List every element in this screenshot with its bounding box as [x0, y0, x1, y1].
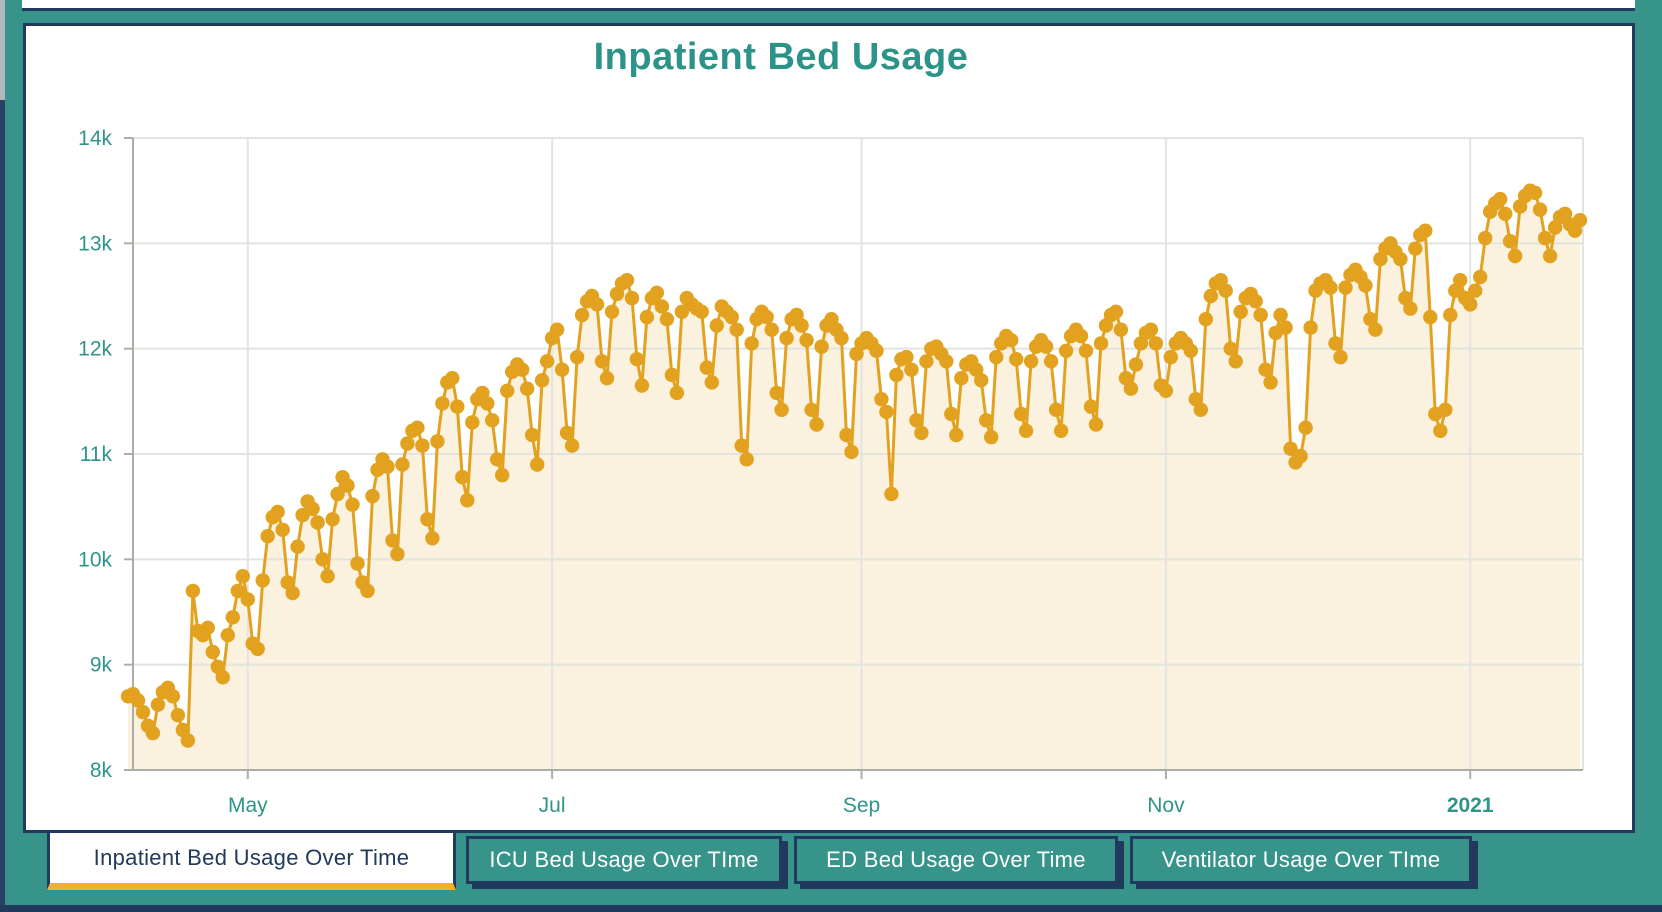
top-card-edge — [22, 0, 1635, 11]
left-edge-gray-strip — [0, 0, 5, 100]
svg-text:9k: 9k — [90, 654, 113, 677]
svg-text:2021: 2021 — [1447, 794, 1494, 817]
tab-label: Inpatient Bed Usage Over Time — [93, 845, 410, 870]
x-axis-labels: May Jul Sep Nov 2021 — [228, 794, 1494, 817]
svg-text:Nov: Nov — [1147, 794, 1185, 817]
data-points[interactable] — [120, 183, 1588, 748]
tab-inpatient-bed-usage-over-time[interactable]: Inpatient Bed Usage Over Time — [47, 833, 456, 890]
area-fill — [128, 190, 1580, 770]
tab-icu-bed-usage-over-time[interactable]: ICU Bed Usage Over TIme — [466, 836, 782, 884]
tab-label: ED Bed Usage Over Time — [826, 847, 1086, 872]
tab-label: Ventilator Usage Over TIme — [1161, 847, 1441, 872]
left-edge-navy-strip — [0, 100, 5, 912]
svg-text:11k: 11k — [80, 443, 113, 466]
chart-title: Inpatient Bed Usage — [593, 36, 969, 78]
svg-text:May: May — [228, 794, 268, 817]
svg-text:10k: 10k — [78, 548, 112, 571]
axes — [124, 137, 1583, 779]
svg-text:Sep: Sep — [843, 794, 880, 817]
grid-lines — [133, 137, 1584, 770]
svg-text:14k: 14k — [78, 127, 112, 150]
tab-label: ICU Bed Usage Over TIme — [489, 847, 759, 872]
tab-ventilator-usage-over-time[interactable]: Ventilator Usage Over TIme — [1130, 836, 1472, 884]
svg-text:12k: 12k — [78, 338, 112, 361]
data-line — [127, 189, 1582, 742]
svg-text:13k: 13k — [78, 232, 112, 255]
tab-ed-bed-usage-over-time[interactable]: ED Bed Usage Over Time — [794, 836, 1118, 884]
svg-text:8k: 8k — [90, 759, 113, 782]
bottom-navy-strip — [0, 905, 1662, 912]
svg-text:Jul: Jul — [539, 794, 566, 817]
y-axis-labels: 8k 9k 10k 11k 12k 13k 14k — [78, 127, 112, 782]
